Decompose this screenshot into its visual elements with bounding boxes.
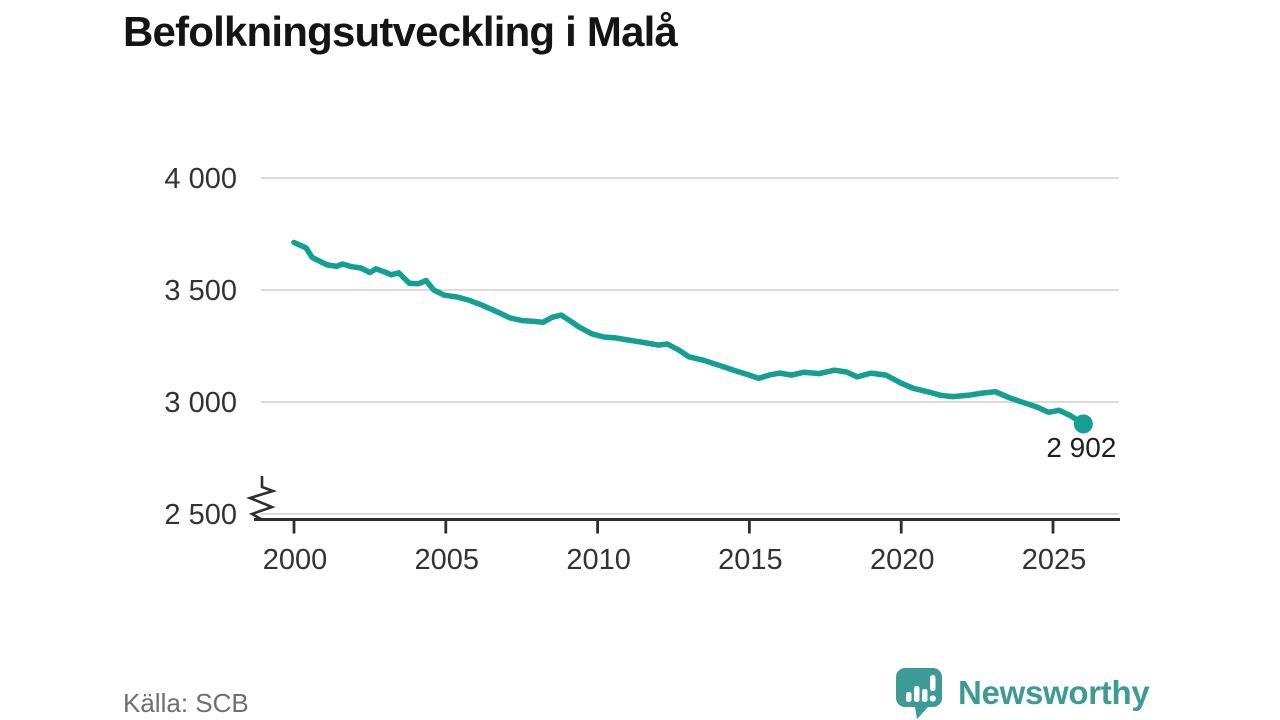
logo-exclamation-bar <box>930 675 936 691</box>
y-axis-break-icon <box>246 476 278 521</box>
source-label: Källa: SCB <box>123 688 249 718</box>
x-tick-label: 2005 <box>415 544 480 576</box>
y-tick-label: 3 000 <box>164 387 237 419</box>
logo-bar-tall <box>914 686 920 702</box>
newsworthy-logo-icon <box>896 668 942 719</box>
chart-title: Befolkningsutveckling i Malå <box>123 8 678 55</box>
x-tick-label: 2015 <box>718 544 783 576</box>
y-tick-label: 4 000 <box>164 163 237 195</box>
x-tick-label: 2020 <box>870 544 935 576</box>
y-tick-label: 3 500 <box>164 275 237 307</box>
logo-bar-medium <box>922 689 928 702</box>
series-end-value-label: 2 902 <box>1046 432 1116 463</box>
y-tick-label: 2 500 <box>164 499 237 531</box>
logo-bar-small <box>906 692 912 702</box>
population-series-line <box>291 239 1087 427</box>
x-tick-label: 2000 <box>263 544 328 576</box>
newsworthy-logo[interactable]: Newsworthy <box>895 667 1150 719</box>
logo-exclamation-dot <box>929 695 936 702</box>
x-tick-label: 2010 <box>566 544 631 576</box>
series-end-dot <box>1073 414 1093 434</box>
x-tick-label: 2025 <box>1022 544 1087 576</box>
newsworthy-logo-text: Newsworthy <box>958 674 1150 711</box>
